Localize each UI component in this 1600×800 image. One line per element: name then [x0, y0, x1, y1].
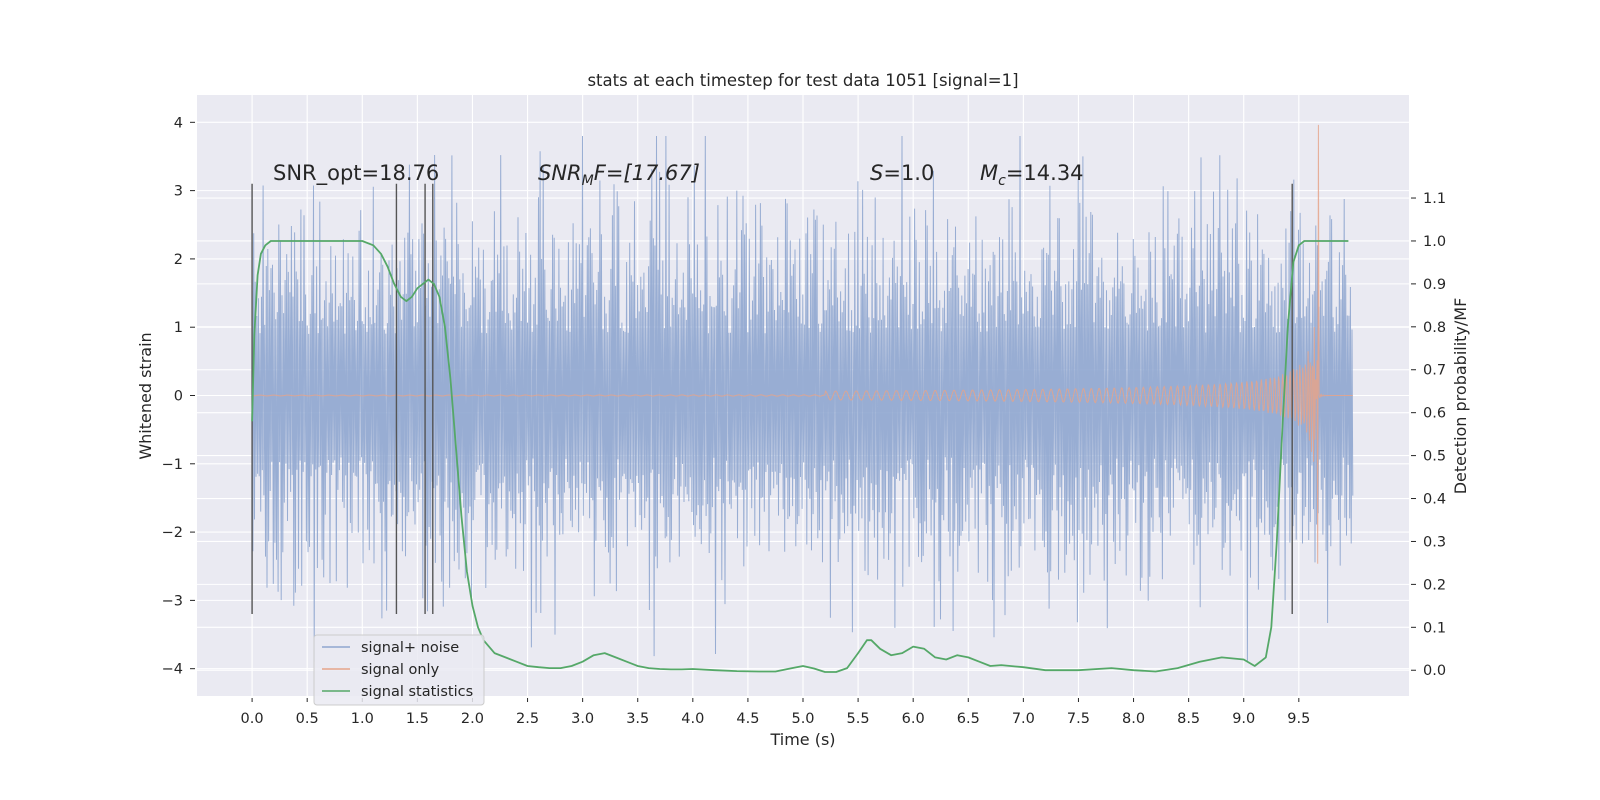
x-tick-label: 8.5	[1177, 711, 1200, 727]
y2-tick-label: 0.5	[1423, 449, 1446, 465]
y2-tick-label: 1.1	[1423, 191, 1446, 207]
x-axis-label: Time (s)	[769, 730, 835, 749]
y2-tick-label: 1.0	[1423, 234, 1446, 250]
signal-only-line	[252, 124, 1353, 564]
x-tick-label: 3.5	[626, 711, 649, 727]
y2-tick-label: 0.1	[1423, 620, 1446, 636]
annotation-snr-mf: SNRMF=[17.67]	[538, 161, 700, 189]
y-tick-label: −2	[162, 525, 183, 541]
y2-tick-label: 0.7	[1423, 363, 1446, 379]
x-tick-label: 6.5	[957, 711, 980, 727]
legend-label-signal-plus-noise: signal+ noise	[361, 640, 459, 656]
y-tick-label: −3	[162, 593, 183, 609]
y-axis-ticks: 4 3 2 1 0 −1 −2 −3 −4	[162, 115, 195, 678]
y-tick-label: −4	[162, 662, 183, 678]
x-axis-ticks: 0.0 0.5 1.0 1.5 2.0 2.5 3.0 3.5 4.0 4.5 5.0 5.5 6.0 6…	[241, 698, 1310, 727]
y-tick-label: −1	[162, 457, 183, 473]
x-tick-label: 2.0	[461, 711, 484, 727]
x-tick-label: 1.0	[351, 711, 374, 727]
y-tick-label: 2	[174, 252, 183, 268]
y2-tick-label: 0.9	[1423, 277, 1446, 293]
y2-tick-label: 0.3	[1423, 534, 1446, 550]
y-axis-label: Whitened strain	[136, 332, 155, 459]
legend-label-signal-statistics: signal statistics	[361, 684, 473, 700]
x-tick-label: 9.0	[1232, 711, 1255, 727]
x-tick-label: 8.0	[1122, 711, 1145, 727]
x-tick-label: 7.5	[1067, 711, 1090, 727]
x-tick-label: 9.5	[1287, 711, 1310, 727]
y-tick-label: 3	[174, 184, 183, 200]
signal-only-series	[252, 124, 1353, 564]
x-tick-label: 0.5	[296, 711, 319, 727]
signal-plus-noise-line	[251, 135, 1354, 662]
signal-plus-noise-series	[251, 135, 1354, 662]
chart-title: stats at each timestep for test data 105…	[587, 71, 1018, 90]
legend: signal+ noise signal only signal statist…	[313, 634, 485, 706]
y-tick-label: 1	[174, 320, 183, 336]
y2-tick-label: 0.0	[1423, 663, 1446, 679]
x-tick-label: 2.5	[516, 711, 539, 727]
signal-statistics-series	[251, 240, 1349, 673]
y2-tick-label: 0.2	[1423, 577, 1446, 593]
y2-axis-label: Detection probability/MF	[1451, 298, 1470, 495]
x-tick-label: 7.0	[1012, 711, 1035, 727]
x-tick-label: 4.0	[681, 711, 704, 727]
legend-label-signal-only: signal only	[361, 662, 440, 678]
y2-tick-label: 0.8	[1423, 320, 1446, 336]
y-tick-label: 4	[174, 115, 183, 131]
x-tick-label: 0.0	[241, 711, 264, 727]
x-tick-label: 5.0	[791, 711, 814, 727]
y2-tick-label: 0.4	[1423, 492, 1446, 508]
y2-axis-ticks: 1.1 1.0 0.9 0.8 0.7 0.6 0.5 0.4 0.3 0.2 0.1 0.0	[1411, 191, 1446, 679]
y-tick-label: 0	[174, 389, 183, 405]
annotation-snr-opt: SNR_opt=18.76	[273, 161, 439, 186]
annotation-s: S=1.0	[870, 161, 934, 185]
x-tick-label: 1.5	[406, 711, 429, 727]
y2-tick-label: 0.6	[1423, 406, 1446, 422]
x-tick-label: 3.0	[571, 711, 594, 727]
annotation-mc: Mc=14.34	[980, 161, 1084, 189]
x-tick-label: 5.5	[847, 711, 870, 727]
legend-box	[313, 634, 485, 706]
signal-statistics-line	[251, 240, 1349, 673]
x-tick-label: 4.5	[736, 711, 759, 727]
x-tick-label: 6.0	[902, 711, 925, 727]
